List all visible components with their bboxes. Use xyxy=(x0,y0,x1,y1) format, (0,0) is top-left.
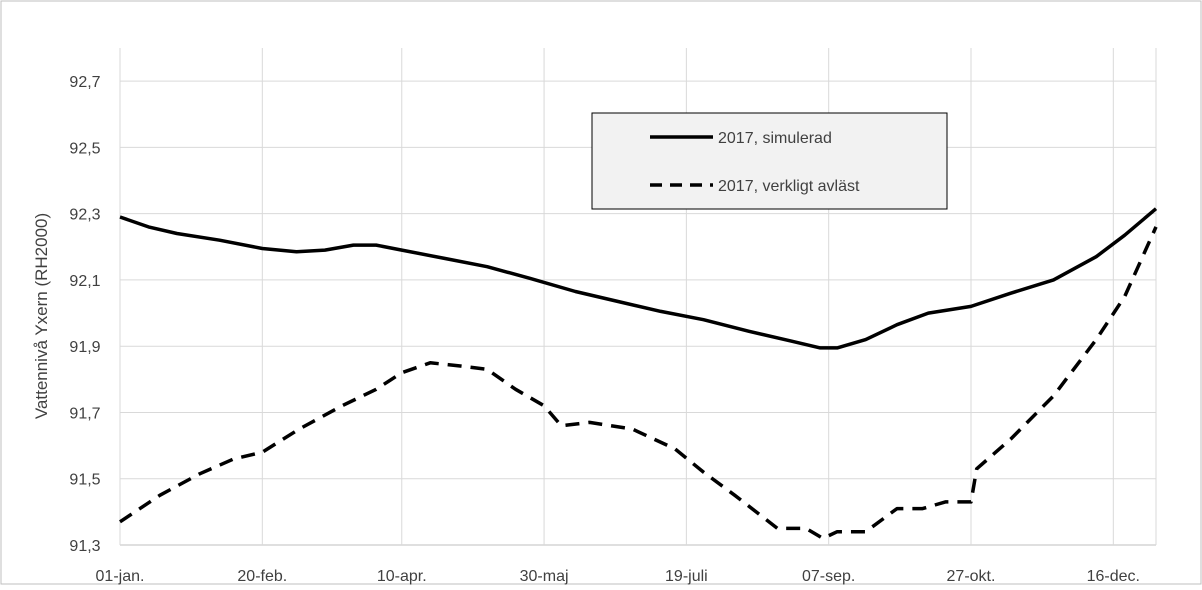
series-line-observed xyxy=(119,226,1158,541)
x-tick-label: 01-jan. xyxy=(96,568,145,585)
y-tick-label: 92,3 xyxy=(69,207,100,224)
y-tick-label: 91,5 xyxy=(69,472,100,489)
x-tick-label: 27-okt. xyxy=(947,568,996,585)
legend-label-simulated: 2017, simulerad xyxy=(718,130,832,147)
series-group xyxy=(119,207,1158,541)
gridlines xyxy=(119,48,1157,546)
x-tick-label: 10-apr. xyxy=(377,568,427,585)
y-tick-label: 91,3 xyxy=(69,538,100,555)
x-tick-label: 19-juli xyxy=(665,568,708,585)
legend: 2017, simulerad 2017, verkligt avläst xyxy=(591,112,948,210)
y-axis-label: Vattennivå Yxern (RH2000) xyxy=(32,213,51,419)
y-axis-ticks: 91,3 91,5 91,7 91,9 92,1 92,3 92,5 92,7 xyxy=(69,74,100,555)
x-tick-label: 07-sep. xyxy=(802,568,855,585)
x-tick-label: 16-dec. xyxy=(1087,568,1140,585)
y-tick-label: 92,5 xyxy=(69,140,100,157)
legend-box xyxy=(591,112,948,210)
x-tick-label: 30-maj xyxy=(520,568,569,585)
y-tick-label: 92,7 xyxy=(69,74,100,91)
legend-label-observed: 2017, verkligt avläst xyxy=(718,178,860,195)
series-line-simulated xyxy=(119,207,1158,350)
y-tick-label: 91,9 xyxy=(69,339,100,356)
y-tick-label: 91,7 xyxy=(69,405,100,422)
y-tick-label: 92,1 xyxy=(69,273,100,290)
x-tick-label: 20-feb. xyxy=(237,568,287,585)
x-axis-ticks: 01-jan. 20-feb. 10-apr. 30-maj 19-juli 07-sep… xyxy=(96,568,1140,585)
